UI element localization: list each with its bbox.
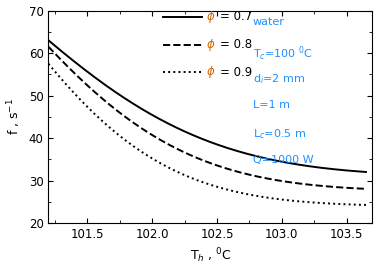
Text: $\phi$: $\phi$ <box>206 9 215 25</box>
Text: Q=1000 W: Q=1000 W <box>253 155 313 165</box>
Text: water: water <box>253 17 284 27</box>
Text: L$_c$=0.5 m: L$_c$=0.5 m <box>253 128 306 141</box>
Text: T$_c$=100 $^0$C: T$_c$=100 $^0$C <box>253 45 313 63</box>
Text: = 0.9: = 0.9 <box>220 66 253 79</box>
Text: = 0.7: = 0.7 <box>220 11 253 23</box>
X-axis label: T$_h$ , $^0$C: T$_h$ , $^0$C <box>190 247 231 265</box>
Text: d$_i$=2 mm: d$_i$=2 mm <box>253 72 305 86</box>
Text: $\phi$: $\phi$ <box>206 64 215 80</box>
Text: = 0.8: = 0.8 <box>220 38 252 51</box>
Text: $\phi$: $\phi$ <box>206 37 215 53</box>
Text: L=1 m: L=1 m <box>253 100 290 110</box>
Y-axis label: f , s$^{-1}$: f , s$^{-1}$ <box>6 98 23 136</box>
